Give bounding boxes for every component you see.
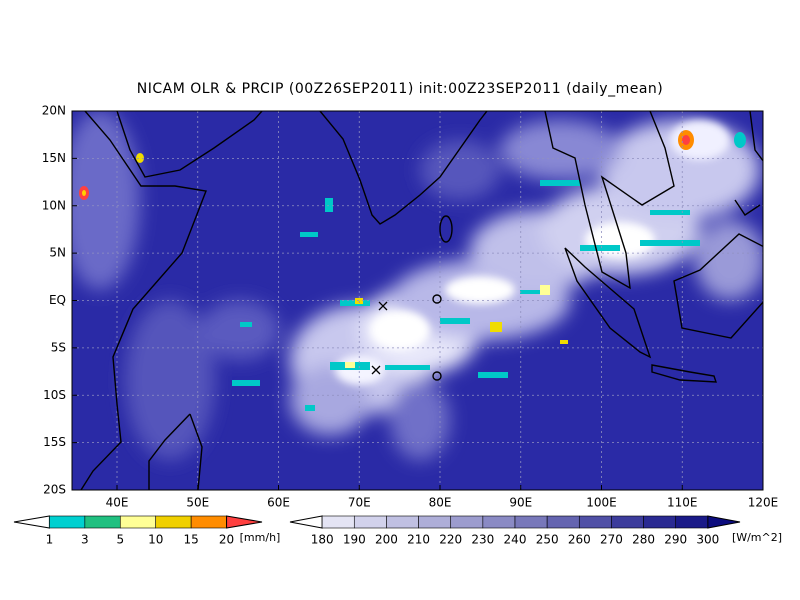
colorbar-box (675, 515, 709, 529)
colorbar-label: 240 (504, 533, 527, 547)
colorbar-box (514, 515, 548, 529)
colorbar-label: 300 (696, 533, 719, 547)
colorbar-label: 20 (219, 533, 234, 547)
lat-label: 15S (43, 435, 66, 449)
lat-label: 5N (49, 246, 66, 260)
lat-label: 10S (43, 388, 66, 402)
axis-labels: 40E 50E 60E 70E 80E 90E 100E 110E 120E 20N 15N 10N 5… (42, 104, 779, 510)
colorbar-box (643, 515, 677, 529)
colorbar-label: 260 (568, 533, 591, 547)
colorbars: 1 3 5 10 15 20 [mm/h] 180 190 200 210 220 230 240 250 2… (13, 515, 782, 547)
lon-label: 50E (186, 496, 209, 510)
colorbar-label: 210 (407, 533, 430, 547)
cloud-cores (335, 120, 730, 385)
precip-patches (79, 130, 746, 411)
graticule (72, 111, 763, 490)
colorbar-label: 180 (311, 533, 334, 547)
cloud-field (72, 111, 763, 460)
colorbar-unit: [mm/h] (240, 531, 281, 544)
lon-label: 90E (509, 496, 532, 510)
lon-label: 100E (586, 496, 617, 510)
colorbar-box (321, 515, 355, 529)
colorbar-box (418, 515, 452, 529)
colorbar-box (482, 515, 516, 529)
colorbar-arrow (707, 515, 741, 529)
colorbar-label: 200 (375, 533, 398, 547)
colorbar-label: 1 (46, 533, 54, 547)
colorbar-arrow (289, 515, 323, 529)
colorbar-box (611, 515, 644, 529)
colorbar-arrow (13, 515, 50, 529)
colorbar-box (155, 515, 192, 529)
colorbar-box (353, 515, 387, 529)
lat-label: 15N (42, 151, 66, 165)
colorbar-box (386, 515, 419, 529)
lat-label: 5S (51, 340, 66, 354)
colorbar-unit: [W/m^2] (732, 531, 782, 544)
lat-label: 20S (43, 483, 66, 497)
colorbar-box (450, 515, 484, 529)
colorbar-box (578, 515, 612, 529)
map-field (72, 111, 763, 490)
colorbar-label: 280 (632, 533, 655, 547)
lat-label: 10N (42, 198, 66, 212)
colorbar-label: 230 (471, 533, 494, 547)
lon-label: 110E (667, 496, 698, 510)
colorbar-arrow (226, 515, 263, 529)
colorbar-box (546, 515, 580, 529)
colorbar-label: 5 (116, 533, 124, 547)
colorbar-label: 15 (184, 533, 199, 547)
colorbar-label: 3 (81, 533, 89, 547)
lon-label: 40E (106, 496, 129, 510)
colorbar-box (84, 515, 121, 529)
colorbar-label: 190 (343, 533, 366, 547)
coastlines (80, 111, 763, 490)
colorbar-box (119, 515, 157, 529)
colorbar-label: 290 (664, 533, 687, 547)
colorbar-label: 250 (536, 533, 559, 547)
colorbar-label: 10 (148, 533, 163, 547)
colorbar-box (49, 515, 86, 529)
lat-label: EQ (49, 293, 66, 307)
map-title: NICAM OLR & PRCIP (00Z26SEP2011) init:00… (137, 81, 664, 97)
colorbar-label: 220 (439, 533, 462, 547)
colorbar-box (190, 515, 227, 529)
lon-label: 70E (348, 496, 371, 510)
colorbar-label: 270 (600, 533, 623, 547)
lon-label: 60E (267, 496, 290, 510)
lon-label: 120E (748, 496, 779, 510)
station-markers (371, 294, 442, 381)
lon-label: 80E (429, 496, 452, 510)
lat-label: 20N (42, 104, 66, 118)
